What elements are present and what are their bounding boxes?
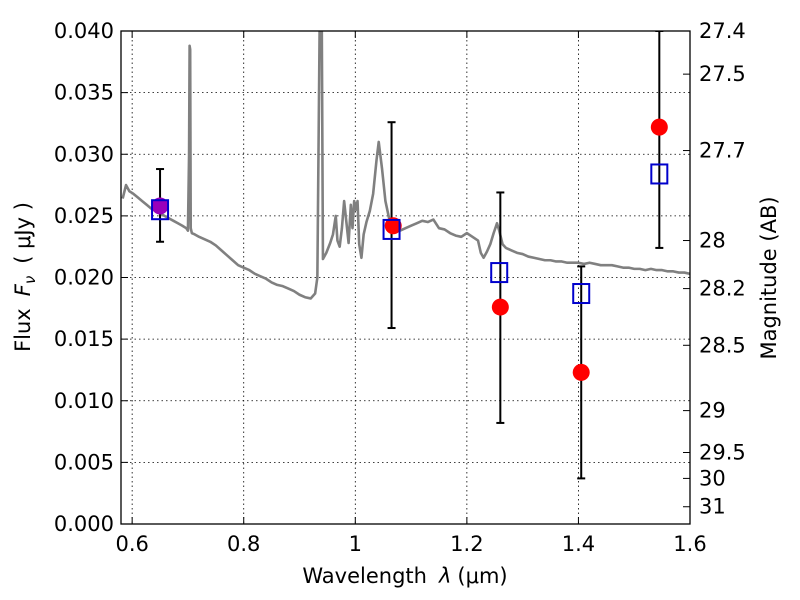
model-flux-square bbox=[382, 218, 401, 240]
model-flux-square bbox=[572, 283, 591, 305]
data-layer bbox=[121, 31, 690, 480]
y-tick-label: 0.020 bbox=[54, 266, 114, 290]
right-tick-label: 28 bbox=[699, 229, 726, 253]
y-tick-label: 0.010 bbox=[54, 389, 114, 413]
model-flux-square bbox=[490, 262, 509, 284]
y-tick-label: 0.030 bbox=[54, 142, 114, 166]
y-tick-label: 0.000 bbox=[54, 512, 114, 536]
right-tick-label: 31 bbox=[699, 495, 726, 519]
x-tick-label: 0.6 bbox=[115, 532, 148, 556]
x-tick-label: 1.2 bbox=[450, 532, 483, 556]
error-bar bbox=[655, 31, 664, 249]
observed-flux-point bbox=[650, 118, 668, 136]
right-tick-label: 29.5 bbox=[699, 441, 746, 465]
y-tick-label: 0.025 bbox=[54, 204, 114, 228]
right-tick-label: 27.7 bbox=[699, 139, 746, 163]
observed-flux-point bbox=[572, 363, 590, 381]
x-tick-label: 1.4 bbox=[562, 532, 595, 556]
grid-lines bbox=[121, 31, 690, 524]
right-tick-label: 27.5 bbox=[699, 62, 746, 86]
x-tick-label: 1.6 bbox=[673, 532, 706, 556]
y-tick-label: 0.035 bbox=[54, 81, 114, 105]
model-flux-square bbox=[151, 199, 170, 221]
observed-flux-point bbox=[491, 298, 509, 316]
right-tick-label: 30 bbox=[699, 466, 726, 490]
model-flux-square bbox=[650, 163, 669, 185]
right-axis-title: Magnitude (AB) bbox=[757, 196, 781, 359]
axes: 0.6 0.8 1 1.2 1.4 1.6 0.000 0.005 0.010 0.015 0.02… bbox=[54, 19, 746, 556]
right-tick-label: 27.4 bbox=[699, 19, 746, 43]
x-tick-label: 1 bbox=[349, 532, 362, 556]
x-tick-label: 0.8 bbox=[227, 532, 260, 556]
y-axis-title: FluxFν( μJy ) bbox=[11, 202, 39, 352]
observed-flux-point bbox=[151, 197, 169, 215]
x-axis-title: Wavelength λ (μm) bbox=[302, 564, 507, 588]
y-tick-label: 0.005 bbox=[54, 450, 114, 474]
y-tick-label: 0.040 bbox=[54, 19, 114, 43]
observed-flux-point bbox=[384, 217, 402, 235]
y-tick-label: 0.015 bbox=[54, 327, 114, 351]
right-tick-label: 28.5 bbox=[699, 333, 746, 357]
right-tick-label: 28.2 bbox=[699, 277, 746, 301]
right-tick-label: 29 bbox=[699, 399, 726, 423]
model-spectrum-line bbox=[121, 31, 690, 300]
